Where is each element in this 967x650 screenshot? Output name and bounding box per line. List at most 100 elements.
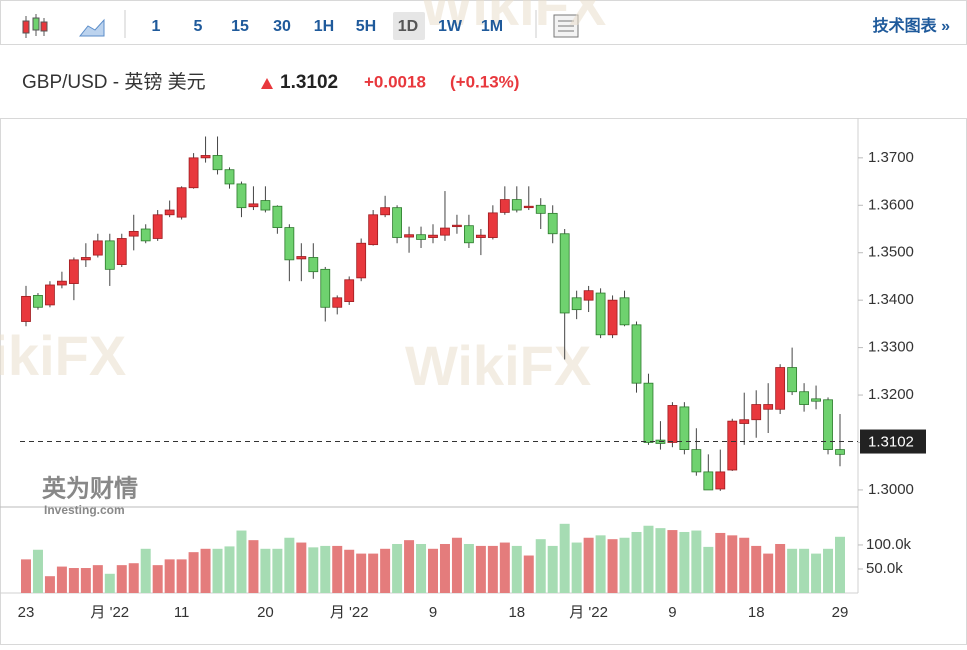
candle-body: [739, 419, 750, 424]
candle-body: [140, 228, 151, 242]
candle-body: [224, 169, 235, 185]
volume-bar: [284, 537, 295, 593]
candle-body: [799, 391, 809, 405]
settings-icon[interactable]: [553, 14, 579, 38]
tech-chart-link[interactable]: 技术图表 »: [873, 16, 950, 35]
candle-body: [475, 234, 486, 238]
candle-body: [356, 242, 367, 279]
candle-body: [715, 471, 726, 490]
candle-body: [128, 230, 139, 237]
y-tick-label: 1.3500: [868, 244, 914, 261]
volume-bar: [21, 559, 31, 593]
interval-button[interactable]: 1H: [314, 18, 334, 35]
change: +0.0018: [364, 72, 426, 91]
candle-body: [643, 382, 654, 443]
candle-body: [823, 399, 833, 450]
volume-bar: [631, 531, 642, 593]
interval-button[interactable]: 1: [152, 18, 161, 35]
interval-button[interactable]: 1D: [398, 18, 418, 35]
y-tick-label: 1.3400: [868, 291, 914, 308]
volume-bar: [787, 548, 798, 593]
logo-name: 英为财情: [42, 475, 138, 502]
volume-bar: [116, 565, 127, 593]
volume-bar: [188, 552, 199, 593]
volume-bar: [511, 545, 522, 593]
symbol: GBP/USD - 英镑 美元: [22, 71, 206, 93]
candle-body: [92, 240, 103, 256]
candle-body: [188, 157, 199, 189]
candle-body: [703, 471, 714, 491]
volume-bar: [751, 545, 762, 593]
candle-body: [200, 155, 211, 159]
volume-bar: [176, 559, 187, 593]
volume-bar: [619, 537, 630, 593]
candle-body: [428, 234, 438, 238]
interval-button[interactable]: 1W: [438, 18, 463, 35]
x-tick-label: 18: [508, 604, 525, 621]
volume-bar: [499, 542, 510, 593]
candle-body: [691, 449, 702, 473]
watermark: WikiFX: [405, 334, 591, 397]
volume-bar: [68, 568, 79, 593]
candle-body: [104, 240, 115, 270]
candle-body: [535, 204, 546, 214]
interval-button[interactable]: 1M: [481, 18, 503, 35]
candle-body: [392, 207, 402, 238]
candle-icon[interactable]: [22, 14, 48, 38]
volume-bar: [392, 543, 403, 593]
candle-body: [811, 398, 821, 402]
watermark: WikiFX: [0, 324, 126, 387]
candle-body: [464, 225, 474, 244]
candle-body: [571, 297, 582, 311]
active-interval-bg: [393, 12, 425, 40]
volume-bar: [80, 568, 91, 593]
watermark: WikiFX: [420, 0, 606, 37]
y-tick-label: 1.3000: [868, 481, 914, 498]
volume-bar: [475, 545, 486, 593]
volume-bar: [404, 540, 415, 593]
candle-body: [152, 214, 163, 239]
candle-body: [487, 212, 498, 238]
plot: 1.30001.31001.32001.33001.34001.35001.36…: [18, 136, 926, 621]
volume-bar: [691, 530, 702, 593]
interval-button[interactable]: 5H: [356, 18, 376, 35]
candle-body: [284, 227, 295, 261]
x-tick-label: 20: [257, 604, 274, 621]
volume-bar: [200, 548, 211, 593]
candle-body: [368, 214, 379, 246]
interval-button[interactable]: 30: [273, 18, 291, 35]
x-tick-label: 29: [832, 604, 849, 621]
x-tick-label: 月 '22: [330, 604, 369, 621]
volume-bar: [559, 523, 570, 593]
candle-body: [236, 183, 247, 209]
volume-bar: [739, 537, 750, 593]
volume-bar: [272, 548, 283, 593]
x-tick-label: 23: [18, 604, 35, 621]
volume-bar: [655, 528, 666, 593]
candle-body: [176, 187, 187, 218]
candle-body: [523, 205, 534, 209]
interval-button[interactable]: 15: [231, 18, 249, 35]
x-tick-label: 9: [429, 604, 437, 621]
x-tick-label: 月 '22: [90, 604, 129, 621]
candle-body: [68, 259, 79, 284]
x-tick-label: 11: [174, 604, 190, 621]
volume-bar: [104, 573, 115, 593]
volume-bar: [595, 535, 606, 593]
volume-bar: [583, 537, 594, 593]
watermarks: WikiFX WikiFX WikiFX: [0, 0, 606, 397]
interval-button[interactable]: 5: [194, 18, 203, 35]
candle-body: [404, 234, 414, 238]
volume-bar: [451, 537, 462, 593]
candle-body: [667, 405, 678, 443]
candle-body: [511, 199, 522, 211]
volume-tick-label: 100.0k: [866, 536, 912, 553]
candle-body: [775, 367, 786, 410]
logo-sub: Investing.com: [44, 503, 125, 517]
candle-body: [260, 200, 271, 211]
x-tick-label: 18: [748, 604, 765, 621]
candle-body: [440, 227, 450, 236]
candle-body: [344, 279, 355, 302]
area-icon[interactable]: [78, 18, 105, 37]
